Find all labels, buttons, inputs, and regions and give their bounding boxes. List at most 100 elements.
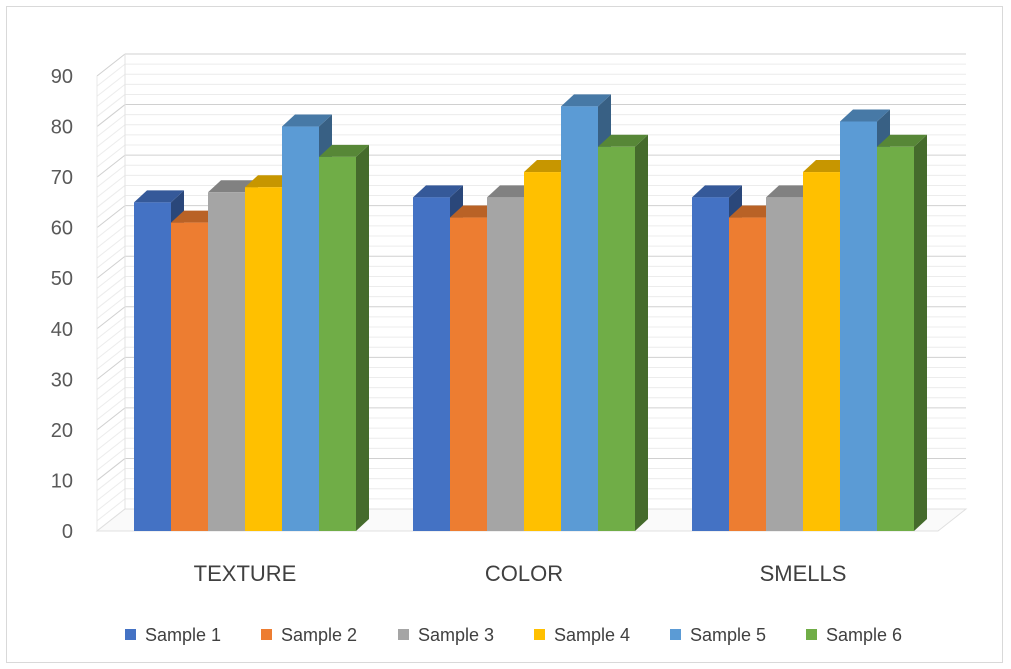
side-minor-gridline	[96, 114, 126, 138]
y-tick-label: 70	[51, 167, 73, 189]
bar-front	[561, 106, 598, 531]
bar-front	[524, 172, 561, 532]
side-minor-gridline	[96, 296, 126, 320]
side-minor-gridline	[96, 387, 126, 411]
legend-swatch	[534, 629, 545, 640]
legend-label: Sample 6	[826, 625, 902, 645]
side-gridline	[96, 458, 126, 481]
y-tick-label: 80	[51, 117, 73, 139]
side-gridline	[96, 255, 126, 279]
side-minor-gridline	[96, 276, 126, 299]
legend-item: Sample 2	[261, 625, 357, 645]
bar-front	[282, 126, 319, 532]
bar-top	[598, 134, 648, 147]
side-gridline	[96, 53, 126, 77]
legend-item: Sample 3	[398, 625, 494, 645]
side-minor-gridline	[96, 326, 126, 350]
y-axis-ticks: 0 10 20 30 40 50 60 70 80 90	[51, 66, 73, 543]
bar-top	[413, 185, 463, 198]
legend: Sample 1 Sample 2 Sample 3 Sample 4 Sample 5…	[125, 625, 902, 645]
side-gridline	[96, 407, 126, 431]
legend-swatch	[125, 629, 136, 640]
side-minor-gridline	[96, 124, 126, 148]
bar-side	[914, 134, 927, 531]
bar-front	[803, 172, 840, 532]
side-minor-gridline	[96, 437, 126, 461]
legend-swatch	[670, 629, 681, 640]
side-minor-gridline	[96, 286, 126, 309]
side-minor-gridline	[96, 245, 126, 269]
bar-front	[840, 121, 877, 531]
bar-front	[598, 146, 635, 531]
bar-front	[245, 187, 282, 531]
bar-top	[877, 134, 927, 147]
bar	[840, 109, 890, 531]
category-label: TEXTURE	[194, 561, 297, 586]
side-minor-gridline	[96, 468, 126, 491]
side-gridline	[96, 104, 126, 127]
bar-top	[282, 114, 332, 127]
bar-front	[134, 202, 171, 531]
y-tick-label: 60	[51, 218, 73, 240]
side-minor-gridline	[96, 83, 126, 107]
side-minor-gridline	[96, 498, 126, 522]
bar-top	[561, 94, 611, 107]
bars	[134, 94, 927, 532]
bar-front	[450, 217, 487, 532]
bar-front	[319, 156, 356, 531]
side-minor-gridline	[96, 447, 126, 471]
side-minor-gridline	[96, 397, 126, 421]
bar-top	[134, 190, 184, 203]
side-minor-gridline	[96, 417, 126, 441]
legend-swatch	[398, 629, 409, 640]
side-minor-gridline	[96, 164, 126, 188]
side-minor-gridline	[96, 488, 126, 512]
category-label: SMELLS	[760, 561, 847, 586]
side-minor-gridline	[96, 195, 126, 218]
bar-front	[877, 146, 914, 531]
legend-label: Sample 3	[418, 625, 494, 645]
legend-label: Sample 1	[145, 625, 221, 645]
side-minor-gridline	[96, 478, 126, 502]
side-minor-gridline	[96, 225, 126, 249]
side-minor-gridline	[96, 94, 126, 117]
side-minor-gridline	[96, 235, 126, 259]
bar	[877, 134, 927, 531]
bar-side	[635, 134, 648, 531]
legend-swatch	[806, 629, 817, 640]
side-gridline	[96, 205, 126, 229]
y-tick-label: 10	[51, 470, 73, 492]
side-minor-gridline	[96, 336, 126, 360]
legend-item: Sample 5	[670, 625, 766, 645]
legend-label: Sample 2	[281, 625, 357, 645]
x-axis-categories: TEXTURE COLOR SMELLS	[194, 561, 847, 586]
bar-top	[840, 109, 890, 122]
y-tick-label: 0	[62, 521, 73, 543]
bar-side	[356, 144, 369, 531]
side-minor-gridline	[96, 377, 126, 400]
y-tick-label: 30	[51, 369, 73, 391]
bar-top	[319, 144, 369, 157]
side-minor-gridline	[96, 185, 126, 208]
side-minor-gridline	[96, 367, 126, 390]
y-tick-label: 20	[51, 420, 73, 442]
bar-front	[729, 217, 766, 532]
legend-item: Sample 6	[806, 625, 902, 645]
side-minor-gridline	[96, 63, 126, 87]
bar-front	[413, 197, 450, 532]
legend-label: Sample 4	[554, 625, 630, 645]
side-minor-gridline	[96, 427, 126, 451]
legend-item: Sample 1	[125, 625, 221, 645]
legend-label: Sample 5	[690, 625, 766, 645]
bar	[598, 134, 648, 531]
legend-swatch	[261, 629, 272, 640]
bar-front	[171, 222, 208, 531]
side-gridline	[96, 356, 126, 380]
side-minor-gridline	[96, 265, 126, 289]
bar	[319, 144, 369, 531]
y-tick-label: 90	[51, 66, 73, 88]
side-minor-gridline	[96, 73, 126, 97]
side-gridline	[96, 306, 126, 330]
side-minor-gridline	[96, 174, 126, 198]
